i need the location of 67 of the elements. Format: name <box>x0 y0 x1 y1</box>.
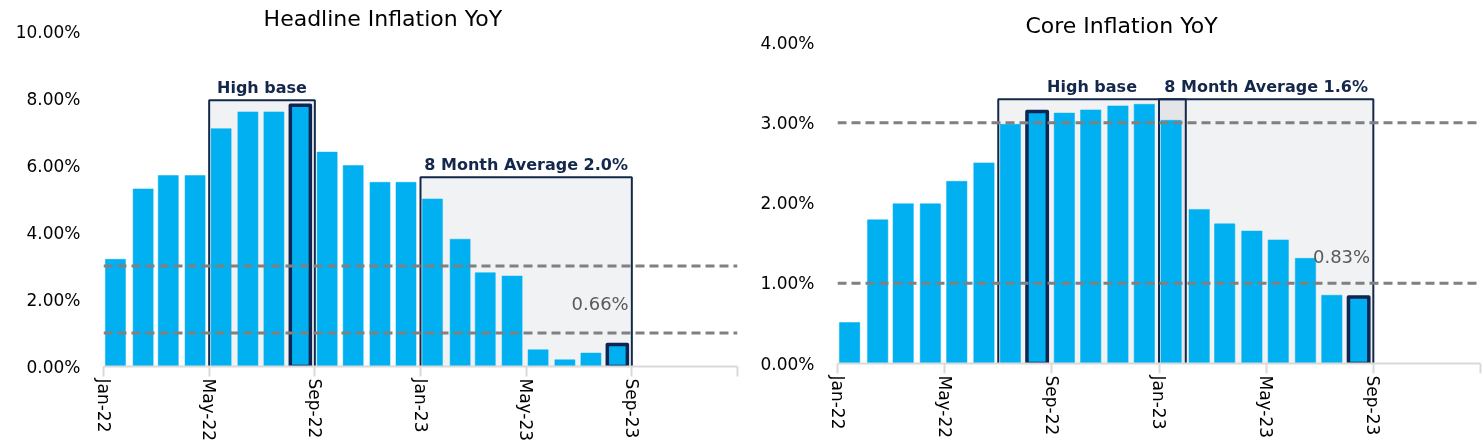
y-tick-label: 4.00% <box>760 32 815 53</box>
y-tick-label: 2.00% <box>760 193 815 213</box>
band-label: 8 Month Average 1.6% <box>1164 77 1368 97</box>
y-tick-label: 0.00% <box>760 353 815 374</box>
bar <box>263 111 285 367</box>
bar <box>973 162 995 364</box>
bar <box>1160 120 1182 364</box>
y-tick-label: 6.00% <box>26 155 81 176</box>
band-label: High base <box>217 78 308 98</box>
bar <box>1053 112 1075 364</box>
bar <box>237 111 259 367</box>
y-tick-label: 8.00% <box>26 88 81 109</box>
bar <box>395 182 417 367</box>
band-label: 8 Month Average 2.0% <box>424 155 628 175</box>
bar <box>892 203 914 364</box>
x-tick-label: May-23 <box>516 378 537 442</box>
bar <box>449 238 471 367</box>
x-tick-label: Jan-22 <box>827 374 848 430</box>
x-tick-label: Sep-23 <box>1363 375 1384 436</box>
x-tick-label: May-22 <box>199 378 220 442</box>
x-tick-label: Jan-23 <box>1149 374 1169 430</box>
data-label: 0.66% <box>571 293 629 315</box>
bar <box>554 359 576 367</box>
data-label: 0.83% <box>1312 245 1371 267</box>
bar <box>157 175 179 367</box>
chart-title: Headline Inflation YoY <box>263 6 503 31</box>
bar <box>1295 258 1316 364</box>
bar <box>1321 295 1343 364</box>
bar <box>580 352 602 367</box>
x-tick-label: Sep-22 <box>1041 375 1062 436</box>
bar <box>1214 223 1236 364</box>
bar <box>210 128 232 367</box>
bar <box>132 188 154 367</box>
bar <box>422 198 443 367</box>
chart-title: Core Inflation YoY <box>1025 12 1219 38</box>
bar <box>1188 209 1210 364</box>
x-tick-label: May-22 <box>934 375 955 439</box>
bar <box>316 151 338 367</box>
bar <box>369 182 391 367</box>
x-tick-label: Jan-22 <box>93 377 114 433</box>
y-tick-label: 2.00% <box>26 289 81 310</box>
bar <box>946 181 968 364</box>
bar <box>342 165 364 367</box>
x-tick-label: May-23 <box>1256 375 1277 439</box>
x-tick-label: Jan-23 <box>410 377 431 433</box>
bar <box>1107 105 1129 364</box>
x-tick-label: Sep-22 <box>304 378 325 439</box>
y-tick-label: 4.00% <box>26 222 81 243</box>
band-label: High base <box>1047 77 1138 97</box>
y-tick-label: 0.00% <box>26 356 81 377</box>
bar <box>527 349 549 367</box>
y-tick-label: 1.00% <box>760 273 815 294</box>
bar <box>1241 230 1263 364</box>
bar <box>999 124 1021 364</box>
bar <box>839 322 861 364</box>
x-tick-label: Sep-23 <box>621 378 642 439</box>
bar <box>184 175 206 367</box>
bar <box>474 272 496 367</box>
y-tick-label: 3.00% <box>760 112 815 133</box>
bar <box>1080 109 1102 364</box>
bar <box>1133 104 1155 364</box>
bar <box>919 203 941 364</box>
bar <box>105 259 126 367</box>
bar <box>867 219 889 364</box>
y-tick-label: 10.00% <box>15 21 81 42</box>
bar <box>501 275 523 367</box>
bar <box>1267 239 1289 364</box>
